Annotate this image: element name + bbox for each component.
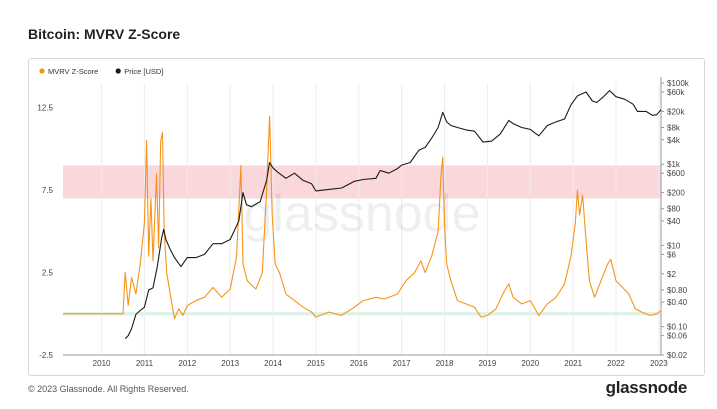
y-right-tick-label: $1k [667,160,681,169]
x-tick-label: 2015 [307,359,325,368]
x-tick-label: 2016 [350,359,368,368]
y-right-tick-label: $60k [667,88,685,97]
x-tick-label: 2022 [607,359,625,368]
x-tick-label: 2017 [393,359,411,368]
y-right-tick-label: $10 [667,241,681,250]
x-tick-label: 2010 [93,359,111,368]
x-tick-label: 2018 [436,359,454,368]
y-right-tick-label: $0.80 [667,286,688,295]
legend-marker[interactable] [39,68,45,74]
x-tick-label: 2020 [521,359,539,368]
y-right-tick-label: $40 [667,217,681,226]
y-left-tick-label: 12.5 [37,104,53,113]
y-right-tick-label: $200 [667,189,685,198]
x-tick-label: 2014 [264,359,282,368]
mvrv-zscore-line [63,115,662,320]
y-right-tick-label: $4k [667,136,681,145]
green-zone-band [63,312,661,316]
x-tick-label: 2019 [478,359,496,368]
y-left-tick-label: 7.5 [42,186,54,195]
y-right-tick-label: $0.02 [667,351,688,360]
y-right-tick-label: $20k [667,107,685,116]
x-tick-label: 2013 [221,359,239,368]
y-left-tick-label: -2.5 [39,351,53,360]
y-right-tick-label: $100k [667,79,690,88]
y-right-tick-label: $0.40 [667,298,688,307]
mvrv-chart: glassnode 2010 2011 2012 2013 2014 2015 2016 201… [37,67,690,368]
y-left-tick-label: 2.5 [42,269,54,278]
legend-marker[interactable] [115,68,121,74]
chart-frame: glassnode 2010 2011 2012 2013 2014 2015 2016 201… [28,58,705,376]
y-right-tick-label: $6 [667,250,676,259]
footer-logo: glassnode [605,378,688,397]
legend-item-label[interactable]: Price [USD] [124,67,163,76]
x-tick-label: 2012 [178,359,196,368]
y-right-tick-label: $80 [667,205,681,214]
x-tick-label: 2011 [136,359,154,368]
legend-item-label[interactable]: MVRV Z-Score [48,67,98,76]
footer-copyright: © 2023 Glassnode. All Rights Reserved. [28,384,189,394]
y-right-tick-label: $8k [667,124,681,133]
y-right-tick-label: $600 [667,169,685,178]
x-tick-label: 2023 [650,359,668,368]
watermark-text: glassnode [243,185,480,243]
y-right-tick-label: $0.06 [667,332,688,341]
page-title: Bitcoin: MVRV Z-Score [28,26,181,42]
x-tick-label: 2021 [564,359,582,368]
y-right-tick-label: $0.10 [667,323,688,332]
price-line [124,90,662,340]
y-right-tick-label: $2 [667,270,676,279]
